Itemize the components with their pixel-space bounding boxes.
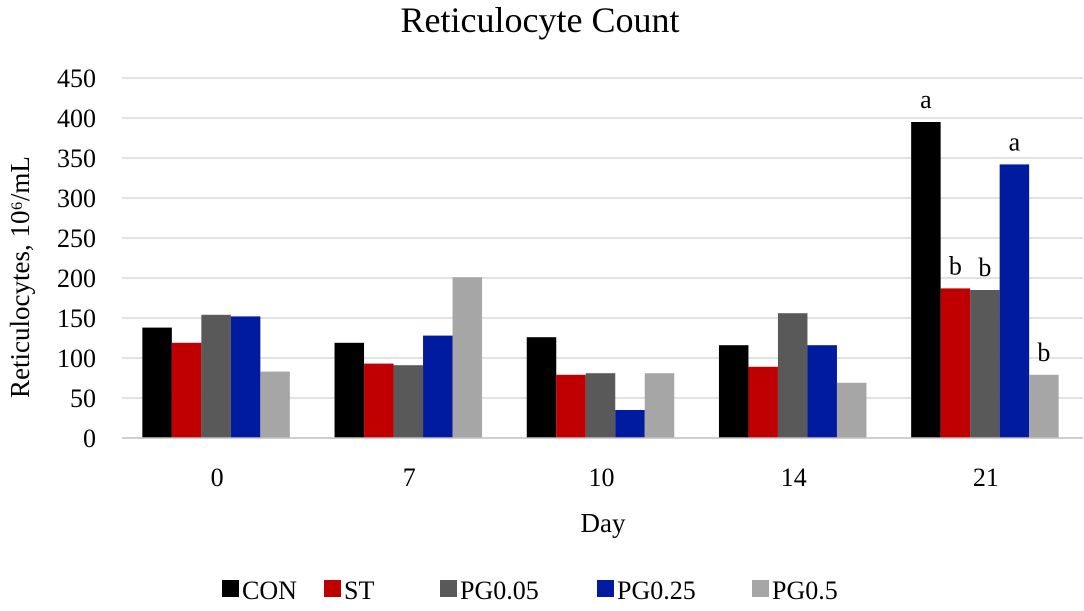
bar-pg005-day-10 [585,373,616,438]
bar-pg05-day-0 [260,371,290,438]
significance-letter: a [920,85,932,114]
x-tick-label: 7 [403,463,416,492]
bar-con-day-21 [911,122,941,438]
significance-letter: b [1037,338,1050,367]
y-tick-label: 0 [83,424,96,453]
x-tick-label: 14 [781,463,807,492]
x-tick-label: 0 [211,463,224,492]
bar-st-day-21 [940,288,971,438]
legend-label: PG0.25 [617,576,696,605]
bar-pg025-day-7 [423,335,453,438]
chart-title: Reticulocyte Count [401,0,680,40]
bar-pg025-day-10 [615,410,645,438]
bar-pg025-day-0 [230,316,261,438]
bar-pg005-day-0 [201,314,231,438]
x-axis-ticks: 0 7 10 14 21 [211,463,999,492]
y-tick-label: 150 [57,304,96,333]
legend-swatch [597,580,614,597]
y-axis-ticks: 0 50 100 150 200 250 300 350 400 450 [57,64,96,453]
significance-letter: b [978,253,991,282]
y-tick-label: 50 [70,384,96,413]
y-tick-label: 400 [57,104,96,133]
y-tick-label: 450 [57,64,96,93]
y-tick-label: 100 [57,344,96,373]
bar-pg05-day-14 [836,382,867,438]
legend-label: ST [344,576,374,605]
bar-con-day-0 [142,327,172,438]
bar-con-day-10 [526,337,557,438]
bar-pg025-day-14 [807,345,837,438]
legend-swatch [324,580,341,597]
bar-pg005-day-14 [777,313,808,438]
significance-letter: b [949,251,962,280]
legend-item-pg05: PG0.5 [752,576,838,605]
legend-item-pg025: PG0.25 [597,576,696,605]
y-tick-label: 300 [57,184,96,213]
y-tick-label: 200 [57,264,96,293]
bar-con-day-14 [718,345,749,438]
bar-st-day-10 [556,374,586,438]
x-tick-label: 10 [589,463,615,492]
bar-con-day-7 [334,342,365,438]
gridlines [122,77,1083,399]
legend-item-pg005: PG0.05 [440,576,539,605]
y-tick-label: 250 [57,224,96,253]
x-tick-label: 21 [973,463,999,492]
significance-letters: ab bab [920,85,1050,367]
legend-item-con: CON [222,576,297,605]
bars [142,122,1059,438]
legend-item-st: ST [324,576,374,605]
legend-swatch [440,580,457,597]
bar-st-day-0 [171,342,202,438]
legend-swatch [222,580,239,597]
legend-swatch [752,580,769,597]
legend-label: CON [242,576,297,605]
bar-st-day-14 [748,366,778,438]
y-axis-label: Reticulocytes, 10⁶/mL [5,156,35,398]
bar-pg05-day-7 [452,277,483,438]
bar-pg05-day-10 [644,373,675,438]
y-tick-label: 350 [57,144,96,173]
x-axis-label: Day [581,508,626,538]
bar-pg05-day-21 [1029,374,1059,438]
bar-st-day-7 [364,363,394,438]
bar-pg005-day-7 [393,365,424,438]
legend-label: PG0.5 [772,576,838,605]
legend: CON ST PG0.05 PG0.25 PG0.5 [222,576,838,605]
bar-pg025-day-21 [999,164,1030,438]
significance-letter: a [1009,127,1021,156]
legend-label: PG0.05 [460,576,539,605]
bar-pg005-day-21 [970,290,1000,438]
